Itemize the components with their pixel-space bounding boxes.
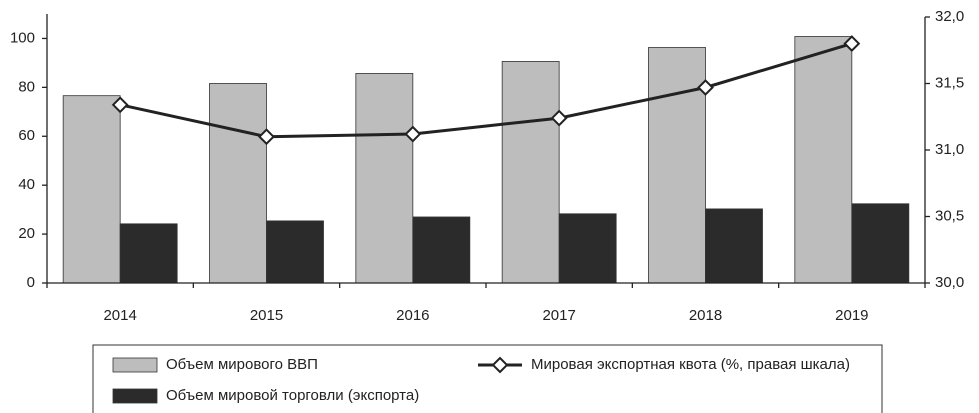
x-tick-label: 2014 bbox=[103, 307, 136, 324]
line-marker bbox=[843, 35, 861, 53]
bar bbox=[209, 83, 267, 284]
x-tick-label: 2019 bbox=[835, 307, 868, 324]
x-tick-label: 2018 bbox=[689, 307, 722, 324]
bar bbox=[355, 73, 414, 284]
y2-tick-label: 32,0 bbox=[935, 8, 964, 25]
y2-tick-label: 30,0 bbox=[935, 274, 964, 291]
bar bbox=[705, 208, 763, 284]
legend-marker bbox=[491, 356, 509, 374]
legend-box bbox=[92, 344, 883, 413]
legend-label: Объем мировой торговли (экспорта) bbox=[166, 387, 419, 404]
bar bbox=[648, 47, 706, 284]
line-marker bbox=[258, 128, 275, 146]
line-marker bbox=[404, 125, 422, 143]
bar bbox=[558, 213, 617, 284]
legend-label: Мировая экспортная квота (%, правая шкал… bbox=[531, 356, 850, 373]
x-tick-label: 2017 bbox=[542, 307, 575, 324]
y-tick-label: 0 bbox=[27, 274, 35, 291]
y2-tick-label: 31,0 bbox=[935, 141, 964, 158]
line-marker bbox=[550, 109, 568, 127]
bar bbox=[794, 36, 853, 284]
legend-swatch bbox=[112, 388, 158, 404]
bar bbox=[412, 216, 471, 284]
bar bbox=[266, 220, 324, 284]
line bbox=[119, 42, 853, 139]
bar bbox=[62, 95, 121, 284]
y-tick-label: 80 bbox=[18, 78, 35, 95]
y-tick-label: 100 bbox=[10, 29, 35, 46]
legend-label: Объем мирового ВВП bbox=[166, 356, 318, 373]
legend-swatch bbox=[112, 357, 158, 373]
y2-tick-label: 31,5 bbox=[935, 74, 964, 91]
x-tick-label: 2016 bbox=[396, 307, 429, 324]
x-tick-label: 2015 bbox=[250, 307, 283, 324]
y-tick-label: 40 bbox=[18, 176, 35, 193]
y2-tick-label: 30,5 bbox=[935, 207, 964, 224]
y-tick-label: 20 bbox=[18, 225, 35, 242]
bar bbox=[501, 61, 560, 284]
y-tick-label: 60 bbox=[18, 127, 35, 144]
bar bbox=[851, 203, 910, 284]
bar bbox=[119, 223, 178, 284]
line-marker bbox=[111, 96, 129, 114]
line-marker bbox=[697, 79, 714, 96]
